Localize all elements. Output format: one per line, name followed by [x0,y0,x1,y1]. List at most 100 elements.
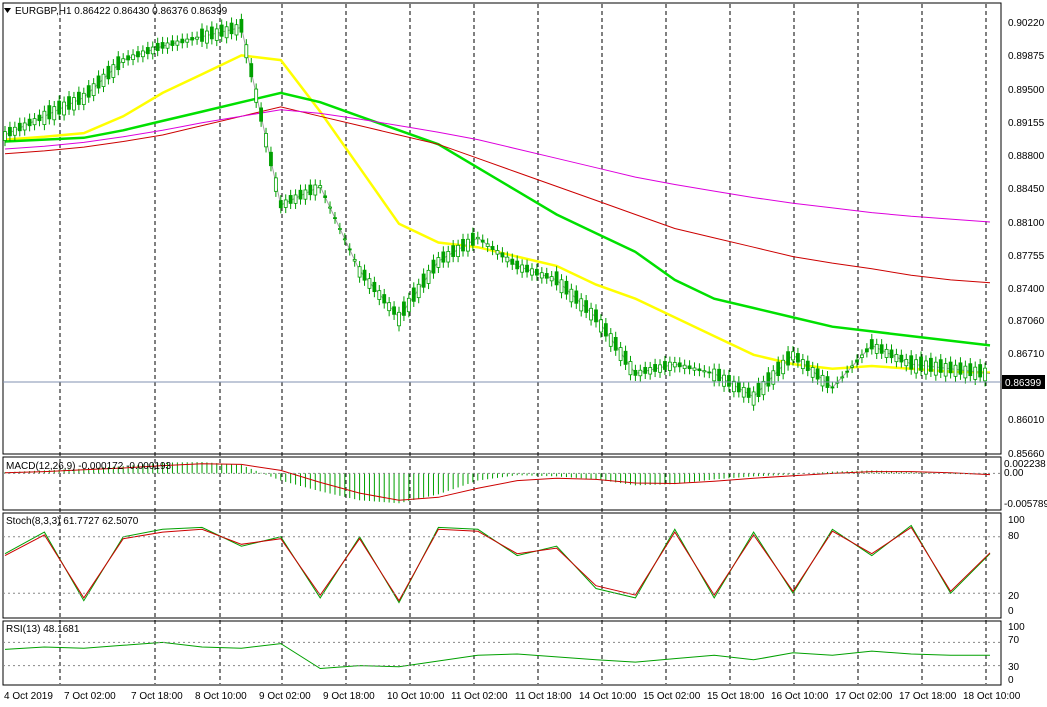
candle-body [776,361,781,377]
candle-body [697,368,702,372]
candle-body [357,266,362,278]
candle-body [884,348,889,358]
candle-body [539,272,544,279]
candle-body [554,271,559,286]
macd-signal-line [4,463,991,501]
price-tick: 0.88100 [1008,218,1045,229]
candle-body [830,386,835,389]
candle-body [530,268,534,276]
candle-body [943,363,948,377]
macd-label: MACD(12,26,9) -0.000172 -0.000193 [6,461,172,472]
candle-body [879,344,884,354]
candle-body [559,279,564,294]
candle-body [761,380,766,396]
candle-body [140,50,145,58]
candle-body [313,184,318,196]
stoch-tick: 20 [1008,591,1020,602]
candle-body [722,374,726,387]
candle-body [549,276,554,282]
time-tick: 7 Oct 18:00 [131,691,183,702]
candle-body [535,268,539,276]
candle-body [584,300,589,313]
candle-body [638,369,643,377]
candle-body [352,259,357,262]
candle-body [810,367,815,378]
candle-body [323,195,328,198]
candle-body [303,189,308,200]
candle-body [224,26,229,39]
candle-body [909,355,914,370]
candle-body [466,238,470,252]
candle-body [791,351,795,361]
candle-body [869,339,874,350]
candle-body [840,376,845,379]
candle-body [682,364,687,369]
candle-body [495,250,500,255]
candle-body [687,365,692,370]
candle-body [520,264,525,273]
stoch-panel[interactable] [2,512,1002,619]
time-tick: 15 Oct 02:00 [643,691,701,702]
rsi-panel[interactable] [2,620,1002,686]
candle-body [131,54,135,60]
candle-body [387,302,392,312]
candle-body [864,348,869,353]
candle-body [781,359,786,375]
candle-body [106,65,111,80]
candle-body [456,244,461,257]
candle-body [116,56,121,71]
candle-body [544,273,549,279]
time-tick: 17 Oct 18:00 [899,691,957,702]
candle-body [318,185,323,189]
ma-mid-line [4,91,991,347]
candle-body [195,36,199,40]
rsi-tick: 30 [1008,662,1020,673]
time-tick: 11 Oct 18:00 [515,691,572,702]
candle-body [633,369,638,376]
candle-body [599,319,603,333]
candle-body [653,364,657,372]
stoch-tick: 100 [1008,515,1025,526]
candle-body [470,232,475,246]
candle-body [786,351,790,366]
time-tick: 18 Oct 10:00 [963,691,1021,702]
candle-body [505,256,510,263]
candle-body [436,257,441,268]
stoch-label: Stoch(8,3,3) 61.7727 62.5070 [6,516,139,527]
candle-body [200,28,204,42]
candle-body [185,38,190,43]
price-tick: 0.86710 [1008,349,1045,360]
candle-body [648,367,653,375]
candle-body [461,239,465,252]
candle-body [214,28,219,41]
triangle-down-icon[interactable] [4,8,11,13]
vertical-gridlines [59,4,987,684]
candle-body [32,118,37,126]
candle-body [81,92,86,105]
candle-body [288,195,293,204]
candle-body [860,354,864,358]
candle-body [392,306,396,315]
candle-body [594,309,598,323]
price-panel[interactable] [2,2,1002,455]
candle-body [692,367,697,371]
candle-body [983,367,987,382]
candle-body [377,290,382,300]
candle-body [579,298,584,312]
candle-body [426,269,431,284]
candle-body [155,42,160,51]
candle-body [126,55,131,61]
candle-body [180,38,185,44]
candle-body [756,382,761,398]
candle-body [658,364,662,373]
candle-body [702,370,707,373]
candle-body [475,236,480,240]
candle-body [269,151,273,167]
candle-body [717,368,722,382]
time-axis: 4 Oct 2019 7 Oct 02:00 7 Oct 18:00 8 Oct… [4,691,1021,702]
price-candles [3,13,987,411]
candle-body [850,365,854,368]
candle-body [328,206,332,209]
time-tick: 7 Oct 02:00 [64,691,116,702]
